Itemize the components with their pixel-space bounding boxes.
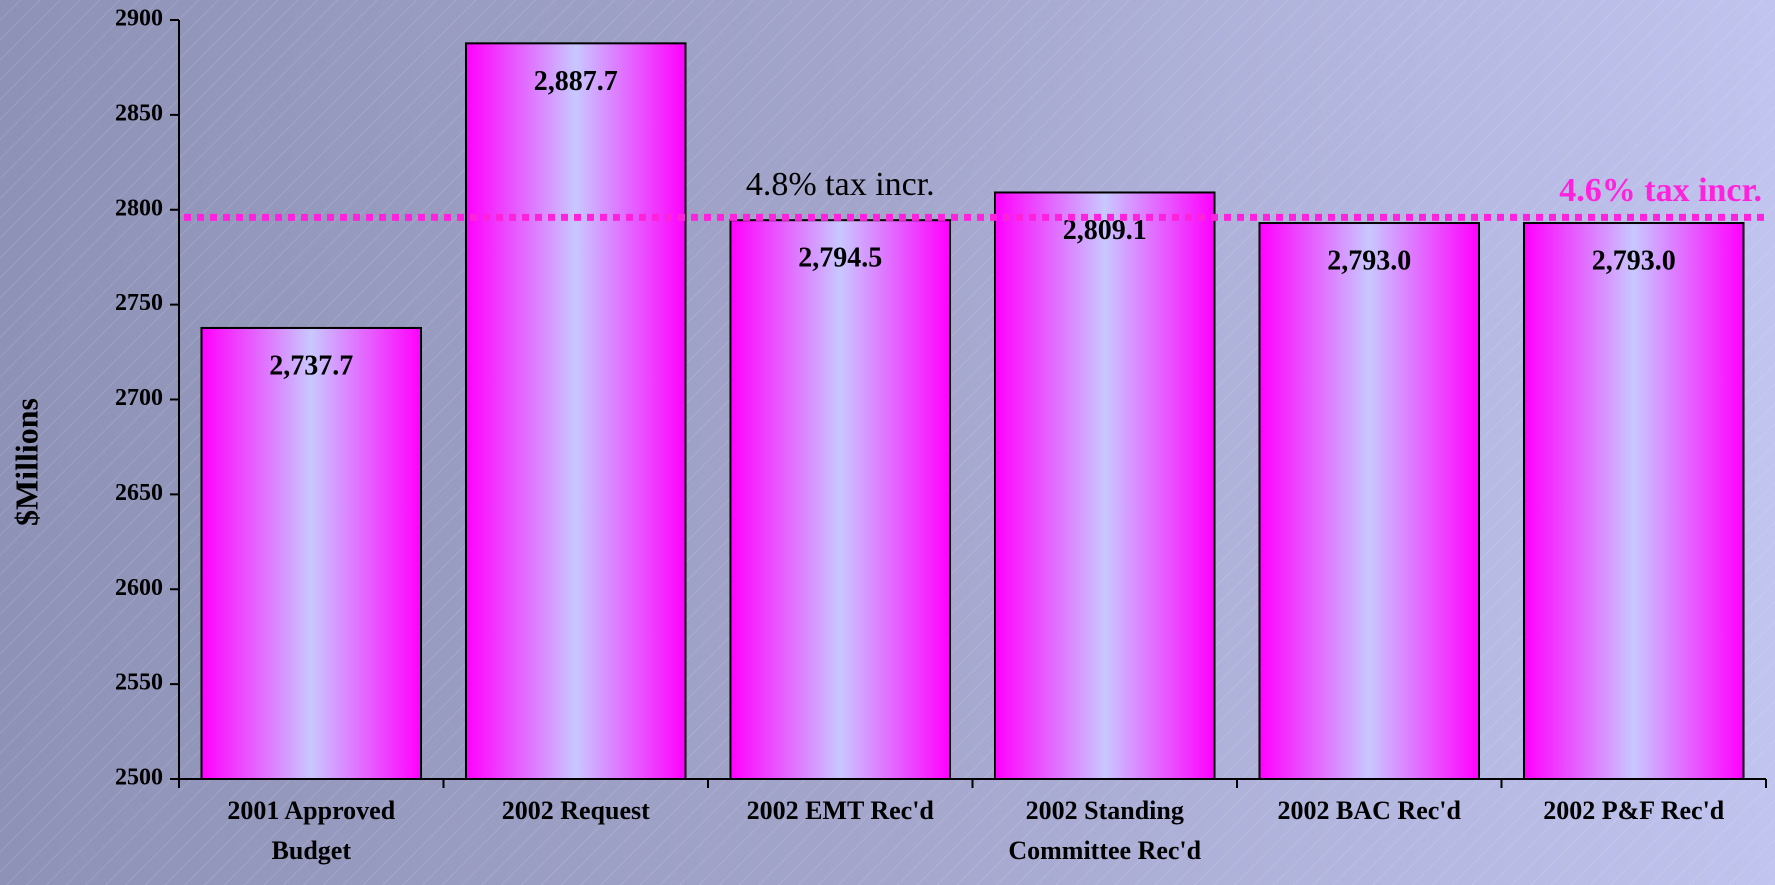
y-tick-label: 2900 xyxy=(115,6,163,32)
y-tick-label: 2600 xyxy=(115,575,163,601)
x-tick-label: 2002 EMT Rec'd xyxy=(746,796,934,825)
value-label: 2,887.7 xyxy=(534,66,618,97)
x-tick-label: 2002 Request xyxy=(501,796,650,825)
bar xyxy=(200,326,423,780)
bar xyxy=(1522,222,1745,781)
annotation: 4.8% tax incr. xyxy=(746,166,935,203)
y-axis-label: $Millions xyxy=(8,398,44,526)
value-label: 2,794.5 xyxy=(798,243,882,274)
value-label: 2,793.0 xyxy=(1592,245,1676,276)
bar xyxy=(1258,222,1481,781)
bar xyxy=(464,42,687,781)
y-tick-label: 2550 xyxy=(115,670,163,696)
bar xyxy=(729,219,952,780)
y-tick-label: 2700 xyxy=(115,385,163,411)
x-tick-label: 2002 P&F Rec'd xyxy=(1543,796,1725,825)
x-tick-label: 2001 Approved Budget xyxy=(227,796,396,865)
y-tick-label: 2800 xyxy=(115,195,163,221)
y-tick-label: 2650 xyxy=(115,480,163,506)
y-tick-label: 2750 xyxy=(115,290,163,316)
y-tick-label: 2850 xyxy=(115,100,163,126)
y-tick-label: 2500 xyxy=(115,765,163,791)
x-tick-label: 2002 Standing Committee Rec'd xyxy=(1008,796,1202,865)
bar xyxy=(993,191,1216,781)
x-tick-label: 2002 BAC Rec'd xyxy=(1277,796,1461,825)
value-label: 2,737.7 xyxy=(269,350,353,381)
value-label: 2,809.1 xyxy=(1063,215,1147,246)
value-label: 2,793.0 xyxy=(1327,245,1411,276)
annotation: 4.6% tax incr. xyxy=(1559,172,1762,209)
